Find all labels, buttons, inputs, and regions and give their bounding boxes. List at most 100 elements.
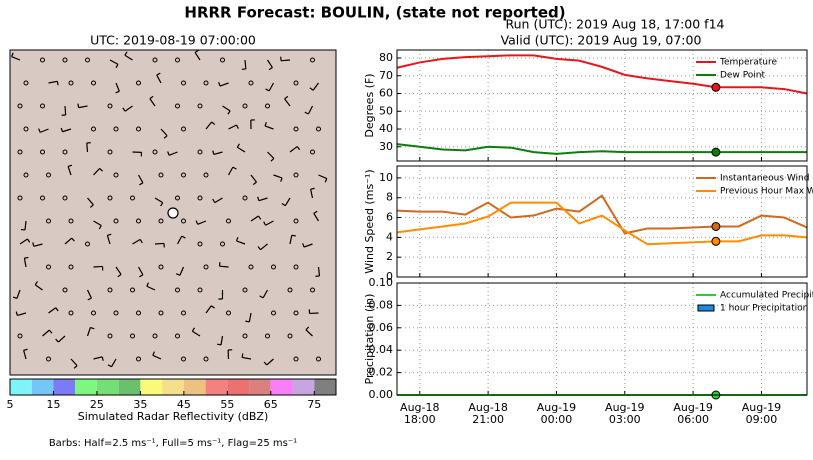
barb-tick: [270, 157, 275, 162]
colorbar-tick-label: 5: [7, 398, 14, 411]
calm-marker: [248, 264, 254, 270]
colorbar-cell: [270, 379, 293, 395]
barb: [264, 125, 274, 130]
calm-marker: [203, 172, 209, 178]
barb: [262, 289, 269, 299]
calm-marker: [197, 241, 203, 247]
calm-marker: [175, 103, 180, 109]
barb-tick: [310, 187, 315, 190]
barb-tick: [257, 246, 261, 251]
calm-marker: [136, 310, 141, 316]
y-tick-label: 60: [379, 87, 393, 100]
calm-marker: [181, 310, 186, 316]
calm-marker: [197, 287, 203, 293]
barb-tick: [216, 343, 222, 346]
colorbar-tick-label: 15: [46, 398, 60, 411]
barb: [149, 98, 156, 107]
colorbar-tick-label: 25: [90, 398, 104, 411]
calm-marker: [271, 264, 276, 270]
barb: [86, 327, 91, 337]
y-tick-label: 0.06: [369, 321, 394, 334]
barb-tick: [11, 52, 14, 57]
barb: [266, 358, 274, 366]
barb: [168, 151, 178, 156]
barb: [205, 121, 213, 130]
barb-tick: [139, 239, 143, 244]
calm-marker: [23, 80, 29, 86]
barb-tick: [252, 181, 257, 186]
barb: [48, 80, 58, 84]
barb-tick: [101, 356, 104, 361]
barb: [205, 305, 212, 314]
x-tick-label: 18:00: [404, 413, 436, 426]
barb-tick: [259, 295, 264, 299]
calm-marker: [293, 218, 299, 224]
barb: [228, 124, 237, 130]
calm-marker: [220, 57, 225, 63]
calm-marker: [130, 333, 135, 339]
barb: [244, 59, 247, 70]
calm-marker: [46, 264, 51, 270]
barb: [70, 358, 78, 367]
barb-tick: [122, 107, 126, 112]
barb-tick: [34, 281, 39, 286]
x-tick-label: Aug-19: [673, 401, 712, 414]
calm-marker: [203, 80, 209, 86]
calm-marker: [107, 149, 113, 155]
barb-tick: [268, 67, 273, 71]
barb: [250, 215, 259, 222]
colorbar-tick-label: 45: [177, 398, 191, 411]
calm-marker: [136, 218, 141, 224]
barb: [160, 128, 168, 137]
calm-marker: [242, 195, 248, 201]
barb: [280, 59, 291, 62]
barb: [227, 166, 234, 176]
barb: [236, 240, 246, 245]
barb: [16, 289, 21, 299]
barb: [312, 82, 319, 91]
y-axis-label: Precipitation (in): [363, 294, 376, 385]
barb: [109, 59, 119, 65]
calm-marker: [68, 218, 74, 224]
calm-marker: [113, 218, 119, 224]
x-tick-label: 03:00: [609, 413, 641, 426]
calm-marker: [242, 333, 248, 339]
barb: [219, 265, 229, 268]
calm-marker: [130, 195, 135, 201]
barb-tick: [32, 242, 35, 247]
barb: [39, 128, 49, 133]
calm-marker: [242, 103, 248, 109]
barb-tick: [257, 215, 262, 220]
colorbar-cell: [249, 379, 271, 395]
barb: [23, 258, 27, 268]
barb-tick: [281, 203, 286, 207]
run-label: Run (UTC): 2019 Aug 18, 17:00 f14: [506, 17, 725, 32]
barb-tick: [195, 220, 199, 225]
barb-tick: [191, 327, 195, 332]
calm-marker: [40, 57, 45, 63]
calm-marker: [220, 241, 225, 247]
calm-marker: [17, 103, 23, 109]
colorbar-cell: [75, 379, 97, 395]
calm-marker: [17, 149, 23, 155]
barb-tick: [156, 72, 161, 76]
calm-marker: [91, 126, 96, 132]
barb: [93, 356, 103, 360]
barb: [24, 220, 27, 231]
barb: [137, 266, 144, 276]
barb-tick: [304, 111, 309, 115]
barb: [154, 242, 165, 245]
barb-tick: [56, 81, 59, 86]
calm-marker: [287, 287, 293, 293]
plot-frame: [396, 165, 808, 278]
barb: [154, 197, 164, 204]
barb-tick: [263, 361, 268, 366]
barb: [192, 330, 201, 337]
barb-tick: [26, 238, 31, 243]
calm-marker: [107, 103, 113, 109]
calm-marker: [158, 264, 164, 270]
barb: [19, 238, 28, 245]
barb: [250, 174, 257, 183]
barb: [222, 105, 231, 112]
